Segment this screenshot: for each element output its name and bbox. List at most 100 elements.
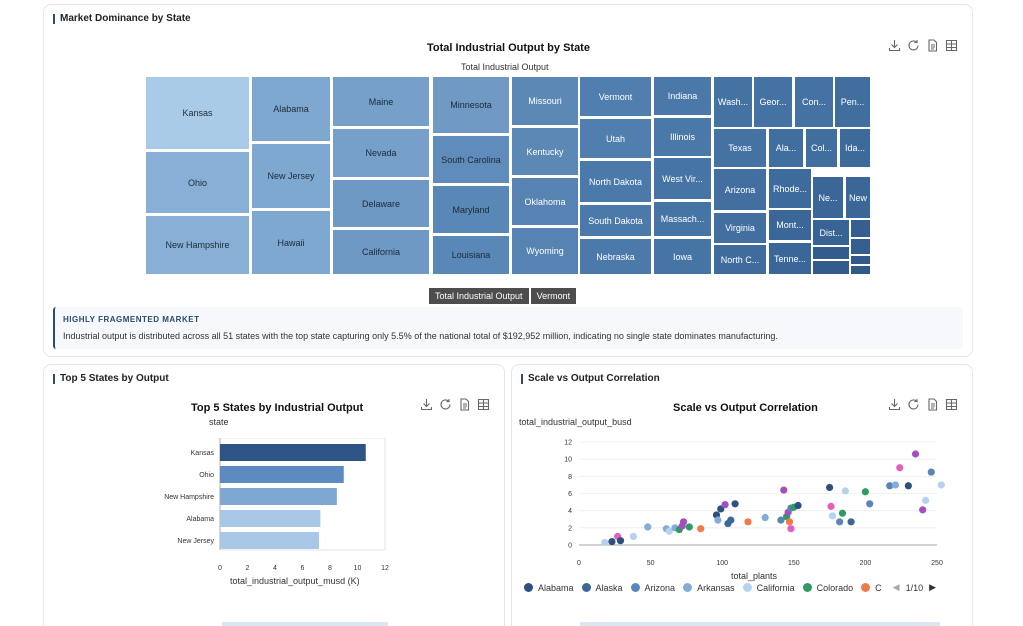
treemap-tile[interactable]: Arizona — [714, 169, 766, 210]
treemap-tile[interactable]: New Jersey — [252, 144, 330, 208]
treemap-tile[interactable]: Dist... — [813, 220, 849, 245]
legend-item[interactable]: Alaska — [581, 583, 623, 593]
download-icon[interactable] — [888, 398, 901, 411]
treemap-tile[interactable]: Wash... — [714, 77, 752, 127]
legend-item[interactable]: California — [742, 583, 795, 593]
treemap-tile[interactable]: Kansas — [146, 77, 249, 149]
treemap-tile[interactable]: Kentucky — [512, 128, 578, 175]
treemap-tile[interactable]: Nebraska — [580, 239, 651, 274]
treemap-tile[interactable]: Con... — [795, 77, 833, 127]
treemap-tile[interactable]: Ohio — [146, 152, 249, 213]
treemap-tile[interactable]: Tenne... — [769, 243, 811, 274]
scatter-point[interactable] — [785, 518, 794, 526]
scatter-point[interactable] — [904, 482, 912, 490]
treemap-tile[interactable]: Ne... — [813, 177, 843, 218]
treemap-tile[interactable]: Texas — [714, 129, 766, 167]
bar-kansas[interactable] — [220, 444, 366, 461]
scatter-point[interactable] — [644, 523, 652, 531]
treemap-tile[interactable]: Col... — [806, 129, 837, 167]
treemap-tile[interactable]: North Dakota — [580, 161, 651, 202]
treemap-tile[interactable] — [851, 256, 870, 264]
treemap-tile[interactable]: South Carolina — [433, 136, 509, 183]
treemap-tile[interactable]: Ida... — [840, 129, 870, 167]
treemap-tile[interactable] — [851, 220, 870, 237]
legend-item[interactable]: Colorado — [802, 583, 853, 593]
treemap-tile[interactable] — [851, 239, 870, 254]
scatter-point[interactable] — [616, 537, 625, 545]
treemap-tile[interactable]: California — [333, 230, 429, 274]
treemap-tile[interactable]: Louisiana — [433, 236, 509, 274]
grid-icon[interactable] — [477, 398, 490, 411]
refresh-icon[interactable] — [439, 398, 452, 411]
refresh-icon[interactable] — [907, 398, 920, 411]
treemap-tile[interactable]: Pen... — [835, 77, 870, 127]
scatter-point[interactable] — [629, 532, 638, 541]
scatter-point[interactable] — [731, 500, 739, 508]
legend-item[interactable]: Arizona — [630, 583, 675, 593]
scatter-point[interactable] — [828, 512, 837, 520]
scatter-point[interactable] — [847, 518, 855, 526]
breadcrumb-current[interactable]: Vermont — [530, 288, 577, 304]
scatter-point[interactable] — [601, 538, 609, 547]
scatter-point[interactable] — [744, 518, 752, 526]
treemap-tile[interactable]: Oklahoma — [512, 178, 578, 225]
scatter-point[interactable] — [919, 506, 927, 514]
scatter-point[interactable] — [921, 496, 930, 504]
treemap-tile[interactable]: Maine — [333, 77, 429, 126]
scatter-point[interactable] — [838, 509, 847, 517]
scatter-point[interactable] — [861, 488, 869, 496]
scatter-point[interactable] — [727, 516, 735, 524]
treemap-tile[interactable]: South Dakota — [580, 205, 651, 236]
breadcrumb-root[interactable]: Total Industrial Output — [429, 288, 529, 304]
scatter-point[interactable] — [891, 481, 900, 489]
bar-new-hampshire[interactable] — [220, 488, 337, 505]
scatter-point[interactable] — [827, 502, 835, 510]
scatter-point[interactable] — [777, 516, 785, 524]
treemap-tile[interactable]: Massach... — [654, 202, 711, 236]
grid-icon[interactable] — [945, 39, 958, 52]
scatter-point[interactable] — [608, 537, 616, 546]
scatter-point[interactable] — [761, 513, 769, 522]
treemap-tile[interactable]: Wyoming — [512, 228, 578, 274]
data-view-icon[interactable] — [926, 398, 939, 411]
treemap-tile[interactable]: Nevada — [333, 129, 429, 177]
treemap-tile[interactable]: West Vir... — [654, 158, 711, 199]
treemap-tile[interactable]: Maryland — [433, 186, 509, 233]
treemap-tile[interactable]: Virginia — [714, 213, 766, 243]
treemap-tile[interactable] — [813, 247, 849, 259]
scatter-point[interactable] — [787, 525, 795, 533]
scatter-point[interactable] — [679, 518, 688, 526]
treemap-tile[interactable]: Vermont — [580, 77, 651, 116]
data-view-icon[interactable] — [926, 39, 939, 52]
scatter-point[interactable] — [794, 501, 802, 510]
treemap-tile[interactable] — [851, 266, 870, 274]
scatter-point[interactable] — [927, 468, 935, 476]
treemap-tile[interactable]: New — [846, 177, 870, 218]
legend-item[interactable]: C — [861, 583, 882, 593]
treemap-tile[interactable]: Illinois — [654, 118, 711, 156]
scatter-point[interactable] — [714, 516, 722, 524]
scatter-point[interactable] — [937, 481, 945, 489]
treemap-tile[interactable]: Indiana — [654, 77, 711, 115]
scatter-point[interactable] — [896, 464, 904, 472]
legend-next-icon[interactable]: ▶ — [929, 582, 937, 592]
bar-new-jersey[interactable] — [220, 532, 319, 549]
treemap-tile[interactable]: Hawaii — [252, 211, 330, 274]
treemap-tile[interactable]: Delaware — [333, 180, 429, 227]
legend-prev-icon[interactable]: ◀ — [892, 582, 900, 592]
bar-ohio[interactable] — [220, 466, 344, 483]
legend-item[interactable]: Alabama — [524, 583, 574, 593]
treemap-tile[interactable]: North C... — [714, 245, 766, 274]
download-icon[interactable] — [888, 39, 901, 52]
scatter-point[interactable] — [721, 501, 729, 509]
scatter-point[interactable] — [697, 525, 705, 533]
scatter-point[interactable] — [866, 500, 874, 508]
treemap-tile[interactable]: Minnesota — [433, 77, 509, 133]
treemap-tile[interactable] — [813, 261, 849, 274]
treemap-tile[interactable]: Rhode... — [769, 169, 811, 208]
grid-icon[interactable] — [945, 398, 958, 411]
refresh-icon[interactable] — [907, 39, 920, 52]
download-icon[interactable] — [420, 398, 433, 411]
treemap-tile[interactable]: Alabama — [252, 77, 330, 141]
scatter-point[interactable] — [665, 527, 673, 535]
